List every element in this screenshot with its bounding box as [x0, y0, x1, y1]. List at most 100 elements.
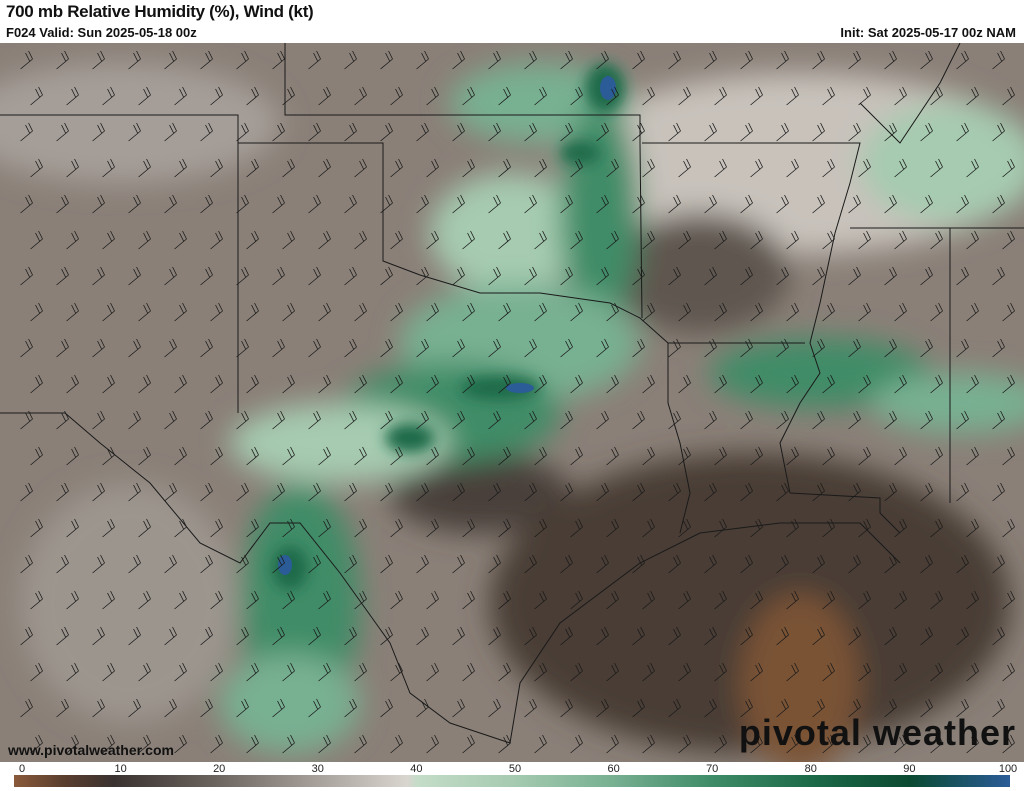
wind-barb: [30, 734, 43, 754]
wind-barb: [308, 266, 321, 286]
wind-barb: [426, 518, 439, 538]
wind-barb: [344, 122, 357, 142]
wind-barb: [498, 590, 511, 610]
wind-barb: [380, 266, 393, 286]
wind-barb: [524, 50, 537, 70]
wind-barb: [930, 734, 943, 754]
wind-barb: [1002, 446, 1015, 466]
wind-barb: [750, 446, 763, 466]
wind-barb: [390, 518, 403, 538]
wind-barb: [992, 698, 1005, 718]
wind-barb: [750, 230, 763, 250]
wind-barb: [66, 230, 79, 250]
wind-barb: [426, 302, 439, 322]
wind-barb: [488, 626, 501, 646]
wind-barb: [236, 50, 249, 70]
wind-barb: [308, 338, 321, 358]
wind-barb: [20, 194, 33, 214]
wind-barb: [570, 446, 583, 466]
wind-barb: [66, 374, 79, 394]
wind-barb: [210, 590, 223, 610]
wind-barb: [390, 446, 403, 466]
weather-map[interactable]: [0, 43, 1024, 762]
wind-barb: [66, 158, 79, 178]
wind-barb: [668, 410, 681, 430]
wind-barb: [380, 122, 393, 142]
wind-barb: [920, 266, 933, 286]
wind-barb: [344, 410, 357, 430]
wind-barb: [894, 590, 907, 610]
wind-barb: [308, 554, 321, 574]
wind-barb: [920, 626, 933, 646]
wind-barb: [20, 338, 33, 358]
wind-barb: [308, 122, 321, 142]
wind-barb: [606, 662, 619, 682]
wind-barb: [56, 122, 69, 142]
wind-barb: [560, 410, 573, 430]
wind-barb: [642, 158, 655, 178]
wind-barb: [354, 230, 367, 250]
wind-barb: [354, 302, 367, 322]
wind-barb: [354, 374, 367, 394]
wind-barb: [308, 482, 321, 502]
wind-barb: [102, 230, 115, 250]
wind-barb: [570, 662, 583, 682]
colorbar-tick: 80: [804, 763, 817, 775]
wind-barb: [930, 158, 943, 178]
wind-barb: [776, 482, 789, 502]
wind-barb: [102, 374, 115, 394]
wind-barb: [164, 410, 177, 430]
wind-barb: [390, 302, 403, 322]
wind-barb: [272, 410, 285, 430]
wind-barb: [524, 122, 537, 142]
wind-barb: [992, 482, 1005, 502]
wind-barb: [848, 410, 861, 430]
wind-barb: [740, 626, 753, 646]
wind-barb: [282, 734, 295, 754]
wind-barb: [92, 482, 105, 502]
wind-barb: [848, 698, 861, 718]
wind-barb: [30, 446, 43, 466]
wind-barb: [354, 446, 367, 466]
wind-barb: [776, 266, 789, 286]
wind-barb: [740, 122, 753, 142]
wind-barb: [596, 338, 609, 358]
wind-barb: [884, 410, 897, 430]
wind-barb: [704, 554, 717, 574]
wind-barb: [380, 50, 393, 70]
wind-barb: [534, 302, 547, 322]
wind-barb: [282, 86, 295, 106]
wind-barb: [884, 122, 897, 142]
wind-barb: [560, 482, 573, 502]
wind-barb: [236, 266, 249, 286]
wind-barb: [236, 194, 249, 214]
wind-barb: [138, 734, 151, 754]
wind-barb: [416, 194, 429, 214]
wind-barb: [102, 734, 115, 754]
wind-barb: [750, 158, 763, 178]
wind-barb: [92, 50, 105, 70]
init-time: Init: Sat 2025-05-17 00z NAM: [840, 25, 1016, 40]
wind-barb: [524, 482, 537, 502]
wind-barb: [174, 86, 187, 106]
wind-barb: [354, 518, 367, 538]
wind-barb: [714, 662, 727, 682]
wind-barb: [462, 374, 475, 394]
wind-barb: [282, 518, 295, 538]
wind-barb: [380, 554, 393, 574]
wind-barb: [138, 590, 151, 610]
wind-barb: [992, 266, 1005, 286]
wind-barb: [452, 410, 465, 430]
wind-barb: [884, 338, 897, 358]
wind-barb: [308, 50, 321, 70]
wind-barb: [354, 734, 367, 754]
wind-barb: [66, 734, 79, 754]
wind-barb: [534, 734, 547, 754]
wind-barb: [524, 626, 537, 646]
wind-barb: [20, 698, 33, 718]
wind-barb: [1002, 230, 1015, 250]
wind-barb: [632, 626, 645, 646]
colorbar-tick: 70: [706, 763, 719, 775]
wind-barb: [452, 698, 465, 718]
wind-barb: [642, 518, 655, 538]
